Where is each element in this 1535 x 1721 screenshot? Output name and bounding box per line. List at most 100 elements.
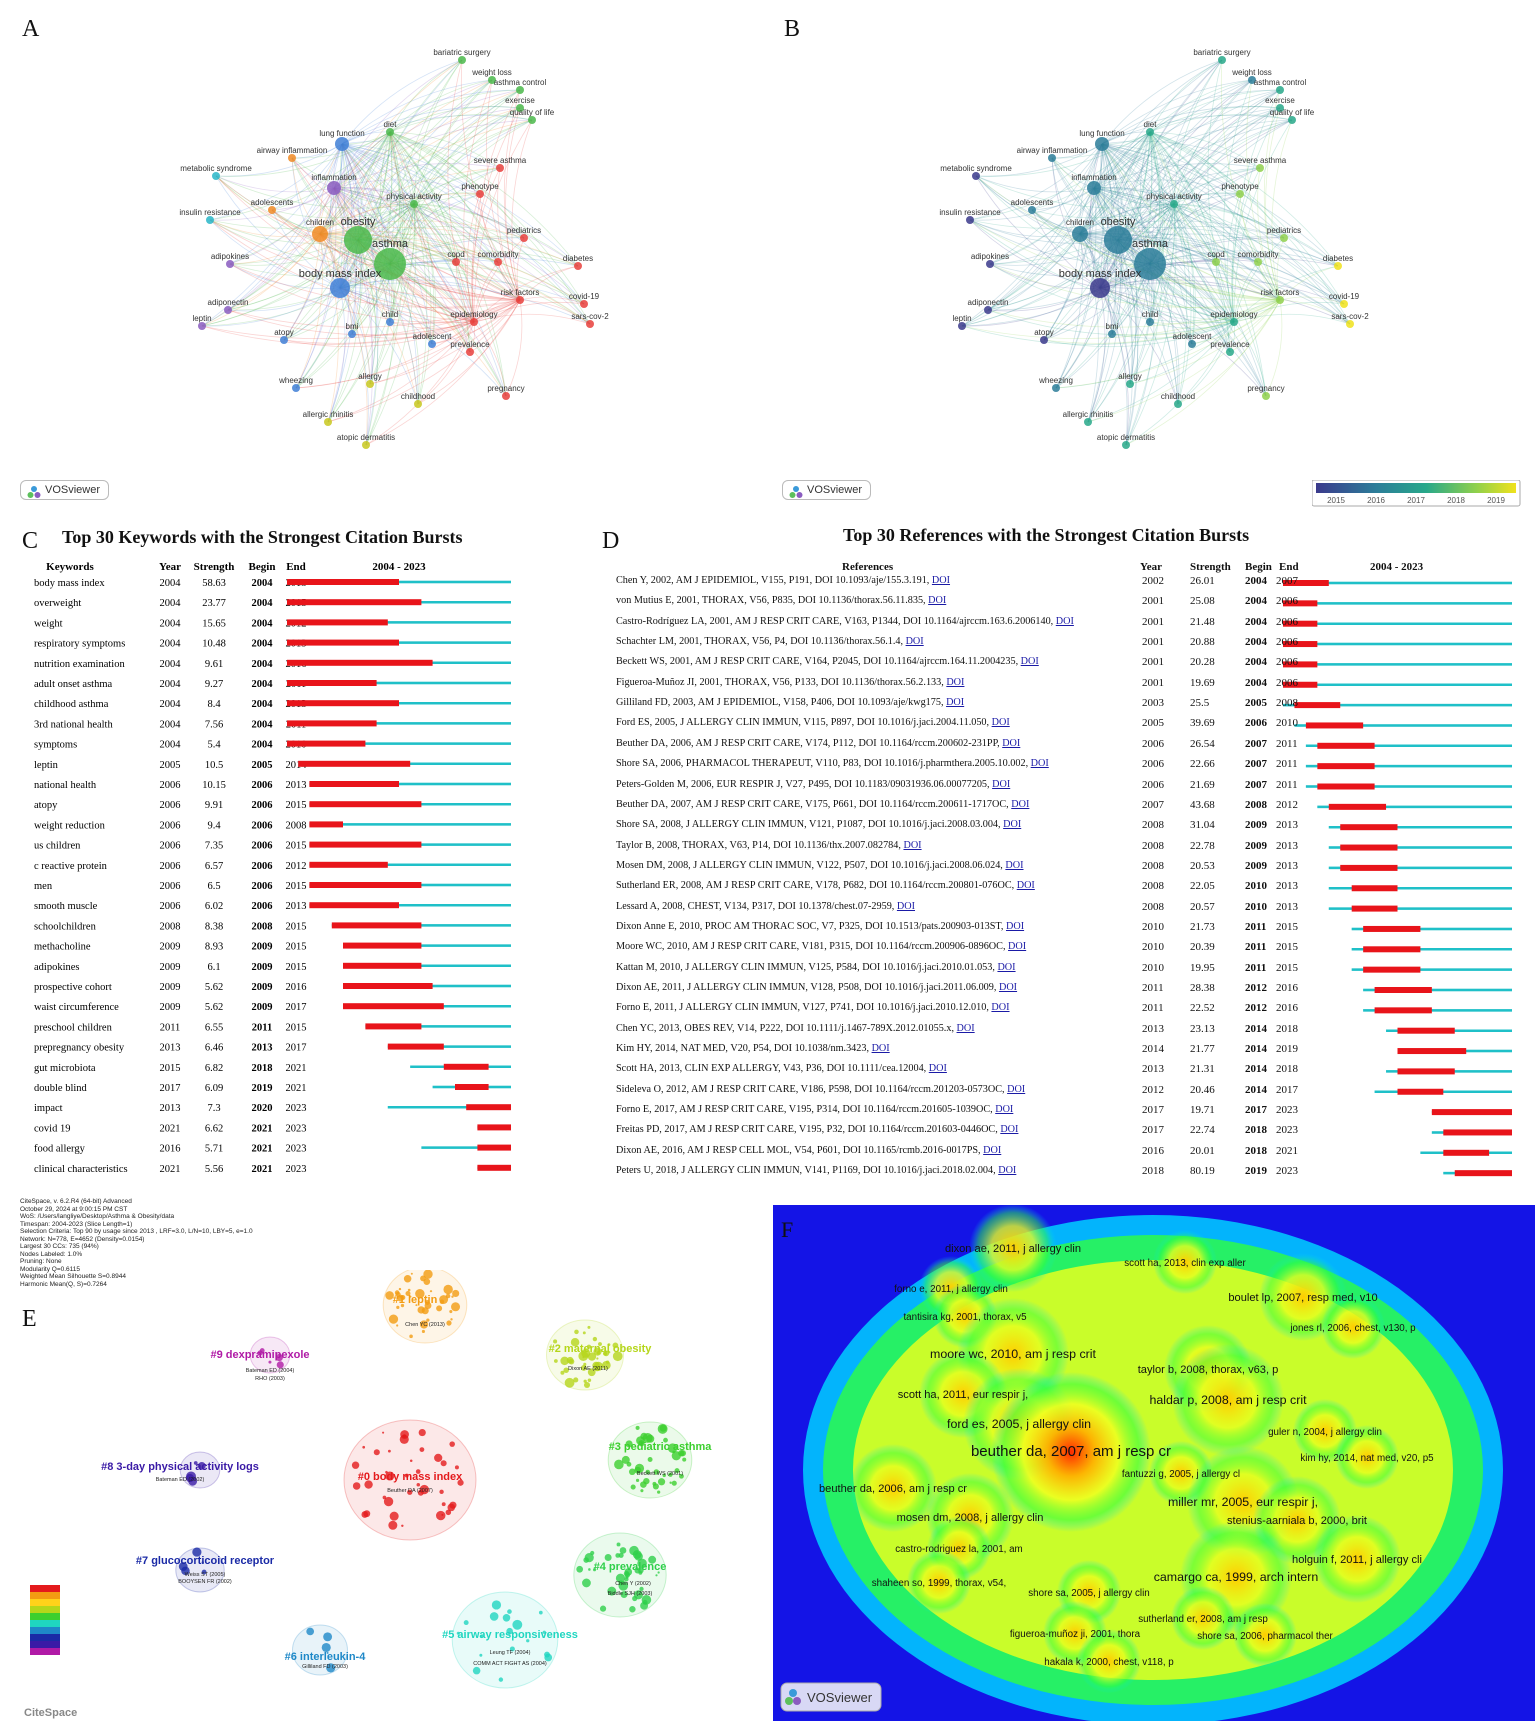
reference-text: Beuther DA, 2007, AM J RESP CRIT CARE, V… [616, 798, 1012, 810]
network-link [291, 157, 391, 265]
network-link [1271, 119, 1293, 301]
doi-link[interactable]: DOI [1011, 798, 1030, 810]
network-link [319, 233, 339, 423]
network-link [1099, 287, 1267, 397]
cluster-node-label: RHO (2003) [255, 1376, 285, 1382]
doi-link[interactable]: DOI [995, 1104, 1014, 1116]
keyword-cell: c reactive protein [34, 861, 108, 872]
network-link [319, 203, 415, 235]
network-link [389, 131, 507, 397]
doi-link[interactable]: DOI [998, 1165, 1017, 1177]
reference-entry: Beuther DA, 2006, AM J RESP CRIT CARE, V… [616, 738, 1020, 749]
node-label-adolescent-b: adolescent [1173, 332, 1212, 341]
network-link [1099, 79, 1253, 289]
doi-link[interactable]: DOI [946, 697, 965, 709]
network-link [961, 299, 1281, 340]
network-link [473, 119, 533, 323]
doi-link[interactable]: DOI [1000, 1124, 1019, 1136]
doi-link[interactable]: DOI [991, 717, 1010, 729]
network-link [1101, 143, 1235, 323]
doi-link[interactable]: DOI [928, 1063, 947, 1075]
node-label-pregnancy-b: pregnancy [1247, 384, 1284, 393]
doi-link[interactable]: DOI [1008, 941, 1027, 953]
network-link [975, 131, 1151, 177]
cluster-node [507, 1609, 512, 1614]
doi-link[interactable]: DOI [997, 961, 1016, 973]
doi-link[interactable]: DOI [983, 1144, 1002, 1156]
network-link [1079, 230, 1259, 263]
doi-link[interactable]: DOI [871, 1043, 890, 1055]
doi-link[interactable]: DOI [946, 676, 965, 688]
end-cell: 2013 [1276, 900, 1298, 913]
reference-entry: Sideleva O, 2012, AM J RESP CRIT CARE, V… [616, 1084, 1025, 1095]
legend-swatch [30, 1613, 60, 1620]
cluster-node [362, 1445, 366, 1449]
network-link [473, 301, 585, 323]
doi-link[interactable]: DOI [896, 900, 916, 912]
density-spot [1313, 1515, 1401, 1603]
network-link [1093, 131, 1151, 189]
colorbar-tick: 2015 [1327, 496, 1345, 505]
doi-link[interactable]: DOI [992, 778, 1011, 790]
keywords-burst-title: Top 30 Keywords with the Strongest Citat… [62, 527, 463, 547]
doi-link[interactable]: DOI [1005, 920, 1025, 932]
node-label-physical-activity-b: physical activity [1146, 192, 1202, 201]
network-link [341, 143, 579, 267]
network-link [1233, 301, 1345, 323]
doi-link[interactable]: DOI [998, 982, 1018, 993]
network-link [519, 296, 585, 305]
doi-link[interactable]: DOI [1030, 758, 1049, 770]
network-link [511, 119, 533, 301]
reference-entry: Beuther DA, 2007, AM J RESP CRIT CARE, V… [616, 799, 1029, 810]
cluster-node [625, 1440, 633, 1448]
begin-cell: 2009 [252, 1002, 273, 1013]
network-link [341, 143, 415, 205]
density-spot [1171, 1586, 1235, 1650]
node-diet-b [1146, 128, 1154, 136]
network-link [1149, 59, 1223, 265]
doi-link[interactable]: DOI [1020, 656, 1039, 668]
burst-bar-double-blind [455, 1084, 489, 1090]
reference-entry: Forno E, 2017, AM J RESP CRIT CARE, V195… [616, 1104, 1013, 1115]
doi-link[interactable]: DOI [991, 1002, 1010, 1014]
network-link [413, 59, 463, 205]
burst-bar-prepregnancy-obesity [387, 1043, 444, 1050]
doi-link[interactable]: DOI [1016, 880, 1035, 892]
ref-burst-bar [1317, 763, 1375, 770]
network-link [1055, 321, 1235, 389]
cluster-node [668, 1472, 673, 1477]
network-link [295, 321, 475, 389]
cluster-node [599, 1605, 607, 1612]
network-link [1093, 187, 1151, 323]
doi-link[interactable]: DOI [905, 636, 924, 648]
end-cell: 2017 [286, 1043, 307, 1054]
ref-header-references: References [842, 561, 894, 573]
cluster-node [619, 1547, 627, 1554]
doi-link[interactable]: DOI [1055, 615, 1074, 627]
doi-link[interactable]: DOI [1003, 819, 1022, 831]
cluster-node [587, 1352, 597, 1361]
doi-link[interactable]: DOI [1005, 859, 1024, 871]
year-cell: 2004 [160, 618, 182, 629]
network-link [413, 107, 521, 205]
vosviewer-badge-f: VOSviewer [780, 1682, 882, 1712]
doi-link[interactable]: DOI [903, 839, 922, 851]
doi-link[interactable]: DOI [956, 1022, 975, 1034]
doi-link[interactable]: DOI [928, 595, 947, 607]
node-label-inflammation-a: inflammation [311, 173, 356, 182]
year-cell: 2009 [160, 1002, 181, 1013]
year-cell: 2008 [1142, 859, 1164, 872]
node-airway-inflammation-a [288, 154, 296, 162]
network-link [1173, 203, 1339, 267]
doi-link[interactable]: DOI [1002, 737, 1021, 749]
network-link [295, 287, 341, 389]
network-link [319, 233, 471, 353]
network-link [1093, 163, 1261, 189]
node-atopic-dermatitis-a [362, 441, 370, 449]
colorbar-tick: 2019 [1487, 496, 1505, 505]
doi-link[interactable]: DOI [931, 575, 951, 586]
doi-link[interactable]: DOI [1007, 1083, 1026, 1095]
strength-cell: 8.38 [205, 921, 223, 932]
cluster-node-label: BOOYSEN FR (2002) [178, 1579, 232, 1585]
year-cell: 2006 [160, 780, 181, 791]
